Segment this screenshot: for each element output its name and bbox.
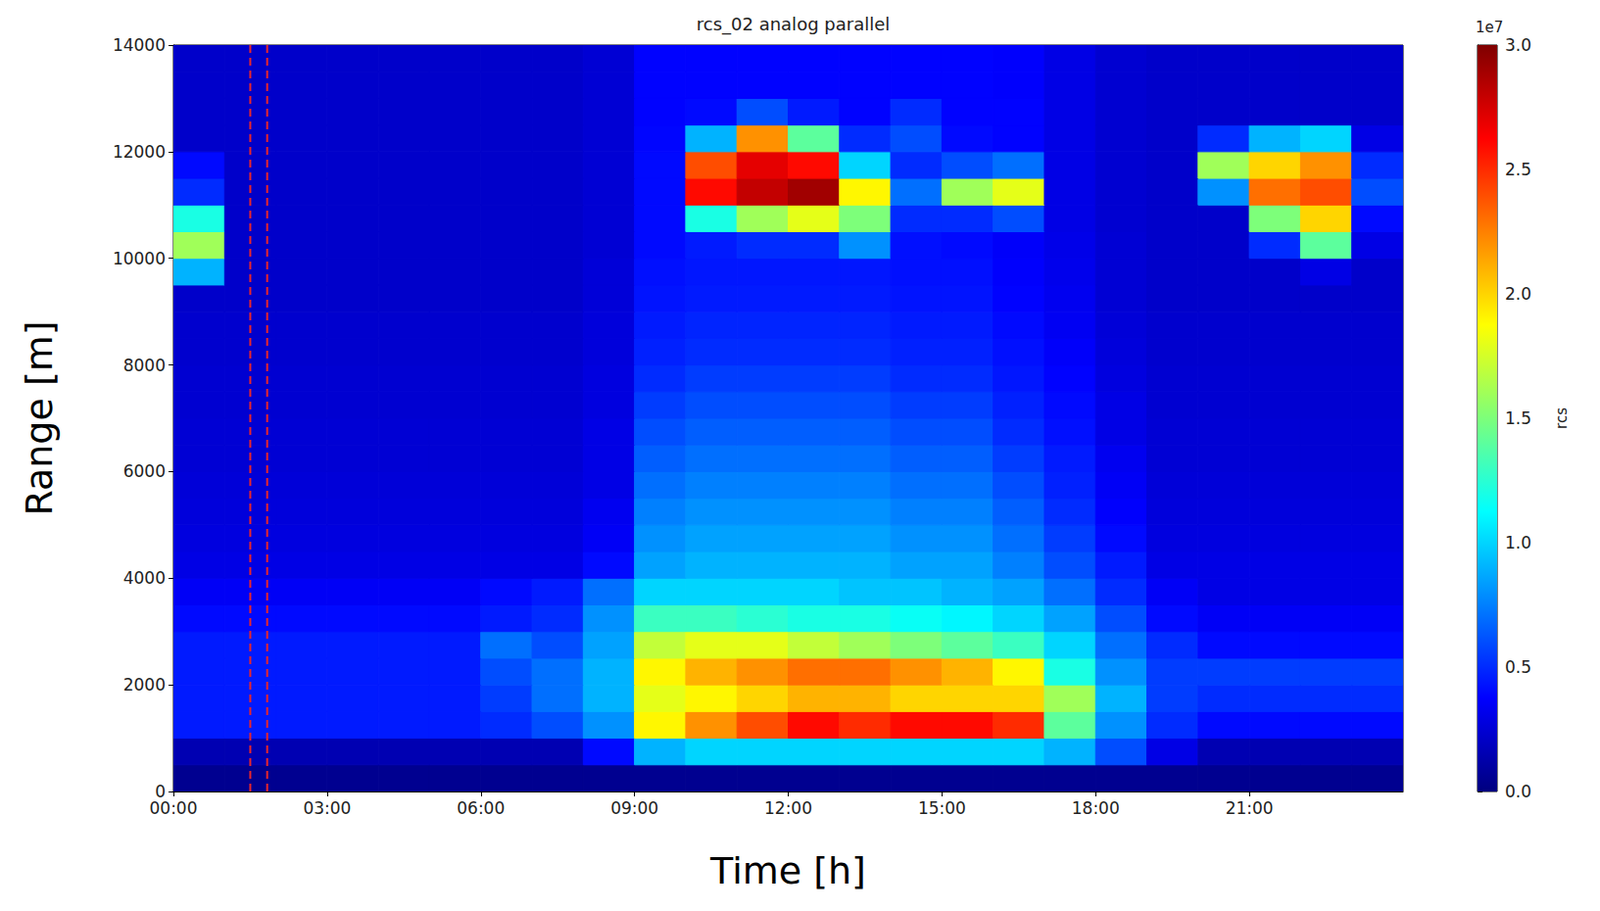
- svg-text:1e7: 1e7: [1475, 18, 1504, 37]
- svg-text:2.0: 2.0: [1504, 284, 1532, 304]
- svg-text:10000: 10000: [112, 248, 166, 269]
- svg-text:14000: 14000: [112, 35, 166, 55]
- svg-text:06:00: 06:00: [456, 798, 505, 819]
- svg-text:12000: 12000: [112, 142, 166, 162]
- svg-text:18:00: 18:00: [1071, 798, 1120, 819]
- svg-text:rcs: rcs: [1552, 407, 1571, 430]
- svg-text:15:00: 15:00: [918, 798, 967, 819]
- svg-text:1.5: 1.5: [1504, 408, 1532, 429]
- svg-text:2000: 2000: [123, 675, 166, 695]
- svg-text:1.0: 1.0: [1504, 533, 1532, 553]
- svg-text:3.0: 3.0: [1504, 35, 1532, 55]
- svg-text:21:00: 21:00: [1225, 798, 1274, 819]
- svg-text:12:00: 12:00: [764, 798, 813, 819]
- svg-text:Range [m]: Range [m]: [17, 320, 61, 516]
- svg-text:00:00: 00:00: [149, 798, 198, 819]
- svg-text:6000: 6000: [123, 461, 166, 482]
- svg-text:03:00: 03:00: [302, 798, 351, 819]
- svg-text:2.5: 2.5: [1504, 159, 1532, 180]
- svg-text:0.5: 0.5: [1504, 657, 1532, 678]
- svg-text:rcs_02 analog parallel: rcs_02 analog parallel: [696, 13, 891, 36]
- svg-text:0: 0: [155, 781, 166, 802]
- svg-text:8000: 8000: [123, 355, 166, 376]
- svg-text:0.0: 0.0: [1504, 781, 1532, 802]
- svg-text:Time [h]: Time [h]: [709, 849, 867, 893]
- svg-text:09:00: 09:00: [610, 798, 659, 819]
- svg-text:4000: 4000: [123, 568, 166, 588]
